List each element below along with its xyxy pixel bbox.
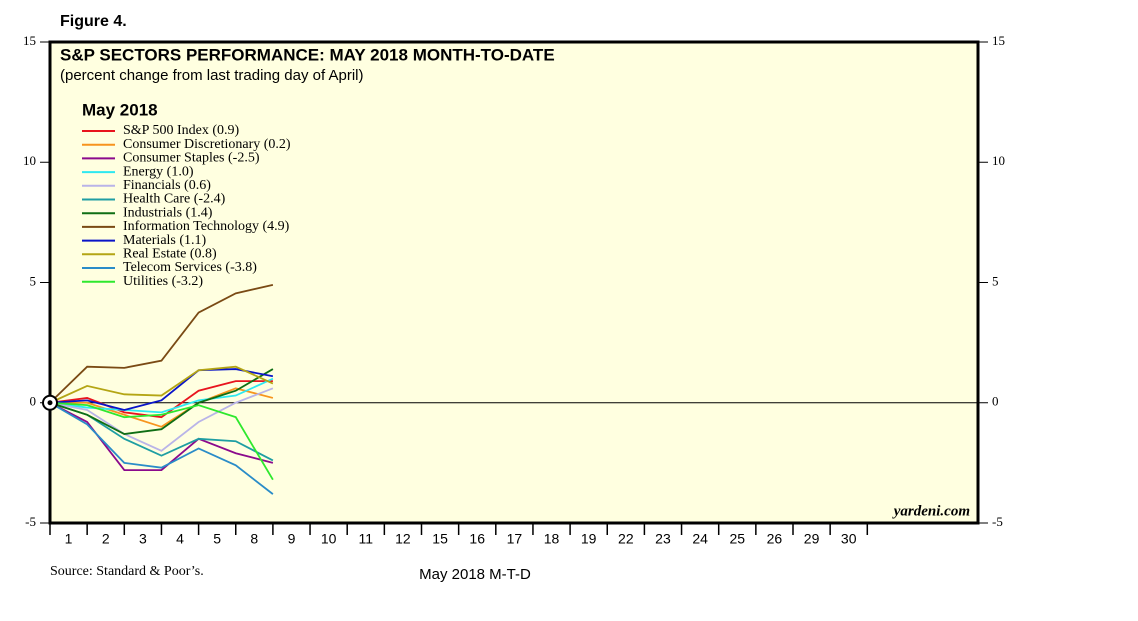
legend-label: Materials (1.1) xyxy=(123,233,207,248)
series-line xyxy=(49,284,274,404)
x-tick-label: 3 xyxy=(139,531,147,547)
series-line xyxy=(50,387,274,428)
annotation: yardeni.com xyxy=(892,503,970,519)
series-line xyxy=(49,401,274,481)
legend-label: Financials (0.6) xyxy=(123,178,211,193)
y-tick-label: 15 xyxy=(23,33,36,48)
x-tick-label: 2 xyxy=(102,531,110,547)
x-tick-label: 19 xyxy=(581,531,597,547)
series-line xyxy=(49,380,273,419)
source: Source: Standard & Poor’s. xyxy=(50,564,204,579)
legend-label: Consumer Staples (-2.5) xyxy=(123,151,260,166)
series-line xyxy=(49,401,274,471)
legend-label: Energy (1.0) xyxy=(123,164,194,179)
origin-dot xyxy=(47,400,53,406)
plot-frame xyxy=(48,40,980,525)
y2-tick-label: -5 xyxy=(992,514,1003,529)
legend-label: Health Care (-2.4) xyxy=(123,192,226,207)
x-tick-label: 12 xyxy=(395,531,411,547)
series-line xyxy=(49,401,274,495)
y2-tick-label: 15 xyxy=(992,33,1005,48)
chart-subtitle: (percent change from last trading day of… xyxy=(60,67,364,84)
series-line xyxy=(49,368,274,411)
x-tick-label: 23 xyxy=(655,531,671,547)
legend-label: Telecom Services (-3.8) xyxy=(123,260,257,275)
x-tick-label: 24 xyxy=(692,531,708,547)
x-tick-label: 8 xyxy=(250,531,258,547)
x-tick-label: 17 xyxy=(507,531,523,547)
x-tick-label: 15 xyxy=(432,531,448,547)
x-tick-label: 1 xyxy=(65,531,73,547)
y2-tick-label: 0 xyxy=(992,394,999,409)
y-tick-label: -5 xyxy=(25,514,36,529)
legend-title: May 2018 xyxy=(82,100,158,119)
chart-title: S&P SECTORS PERFORMANCE: MAY 2018 MONTH-… xyxy=(60,45,555,64)
x-tick-label: 9 xyxy=(288,531,296,547)
x-tick-label: 18 xyxy=(544,531,560,547)
y2-tick-label: 5 xyxy=(992,273,999,288)
legend-label: Utilities (-3.2) xyxy=(123,274,203,289)
legend-label: Real Estate (0.8) xyxy=(123,247,217,262)
legend-label: Consumer Discretionary (0.2) xyxy=(123,137,291,152)
x-tick-label: 5 xyxy=(213,531,221,547)
x-tick-label: 10 xyxy=(321,531,337,547)
x-tick-label: 16 xyxy=(469,531,485,547)
series-line xyxy=(49,368,274,435)
x-tick-label: 30 xyxy=(841,531,857,547)
x-tick-label: 26 xyxy=(767,531,783,547)
x-tick-label: 29 xyxy=(804,531,820,547)
y-tick-label: 5 xyxy=(30,273,37,288)
series-line xyxy=(49,365,274,404)
figure-label: Figure 4. xyxy=(60,13,127,30)
x-axis-label: May 2018 M-T-D xyxy=(419,566,531,583)
x-tick-label: 22 xyxy=(618,531,634,547)
y-tick-label: 10 xyxy=(23,153,36,168)
x-tick-label: 4 xyxy=(176,531,184,547)
legend-label: Information Technology (4.9) xyxy=(123,219,290,234)
legend-label: Industrials (1.4) xyxy=(123,205,213,220)
x-tick-label: 25 xyxy=(729,531,745,547)
y-tick-label: 0 xyxy=(30,394,37,409)
plot-background xyxy=(50,42,978,523)
legend-label: S&P 500 Index (0.9) xyxy=(123,123,239,138)
y2-tick-label: 10 xyxy=(992,153,1005,168)
x-tick-label: 11 xyxy=(359,531,374,547)
series-line xyxy=(49,387,274,452)
series-line xyxy=(49,377,274,414)
